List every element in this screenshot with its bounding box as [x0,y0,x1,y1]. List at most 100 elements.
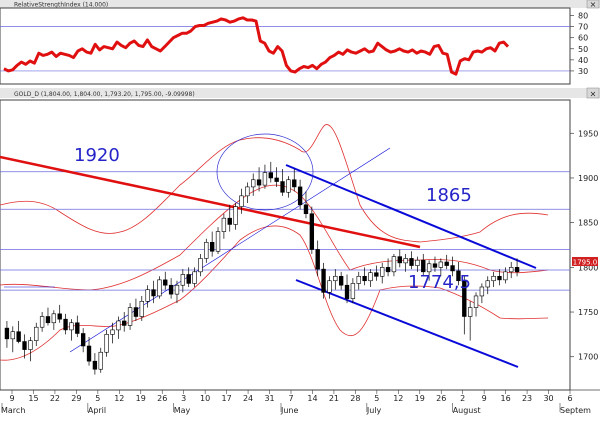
candle-body-45 [268,172,273,179]
rsi-y-tick-label-0: 30 [578,67,588,76]
candle-body-59 [350,283,356,299]
candle-body-17 [104,334,109,353]
x-tick-label-4: 5 [95,394,100,403]
candle-body-1 [10,331,15,340]
candle-body-4 [28,340,33,350]
candle-body-40 [239,195,244,207]
x-month-label-1: April [88,406,106,415]
candle-body-79 [467,307,473,317]
candle-body-77 [456,270,461,282]
candle-body-24 [145,289,150,302]
ascending-trendline [69,147,391,353]
x-tick-label-15: 21 [329,394,339,403]
candle-body-80 [473,295,479,308]
x-tick-label-6: 19 [136,394,146,403]
candle-body-57 [338,275,344,286]
candle-body-69 [409,258,414,266]
candle-body-87 [514,267,520,273]
candle-body-10 [63,318,68,331]
rsi-close-button[interactable] [586,0,600,9]
x-month-label-5: August [453,406,481,415]
candle-body-76 [450,265,455,272]
x-tick-label-12: 31 [264,394,274,403]
x-axis: 9 15 22 29 5 12 19 26 3 10 17 24 31 7 14 21 28 5 12 19 26 2 9 1… [0,389,600,415]
price-y-tick-label-4: 1900 [578,174,598,183]
x-tick-label-23: 16 [501,394,511,403]
candle-body-78 [462,280,467,317]
rsi-title-bar [0,0,600,8]
candle-body-21 [127,307,133,326]
candle-body-62 [368,272,373,282]
price-panel: GOLD_D (1,804.00, 1,804.00, 1,793.20, 1,… [0,87,600,391]
candle-body-2 [16,331,21,342]
candle-body-6 [39,316,45,328]
candle-body-31 [186,274,191,284]
candle-body-16 [98,351,103,370]
candle-body-86 [509,267,514,273]
candle-body-83 [491,275,496,282]
price-panel-title: GOLD_D (1,804.00, 1,804.00, 1,793.20, 1,… [14,91,195,98]
bollinger-upper-band [0,124,549,243]
candle-body-22 [133,307,139,317]
candle-body-39 [233,206,238,225]
candle-body-35 [209,242,215,252]
candle-body-29 [174,284,180,295]
x-tick-label-10: 17 [222,394,232,403]
rsi-plot-frame [0,7,571,85]
candle-body-7 [45,316,51,324]
rsi-y-tick-label-5: 80 [578,12,588,21]
candle-body-64 [380,267,385,277]
annotation-1920: 1920 [74,145,120,166]
candle-body-48 [286,179,291,193]
x-tick-label-8: 3 [181,394,186,403]
annotation-1774-5: 1774,5 [408,272,471,293]
price-y-tick-label-5: 1950 [578,129,598,138]
candle-body-52 [309,213,315,250]
rsi-panel-title: RelativeStrengthIndex (14.000) [14,2,108,9]
x-tick-label-26: 6 [567,394,572,403]
candle-body-47 [280,181,285,193]
horizontal-levels [0,171,570,291]
candle-body-75 [444,261,449,266]
price-close-button[interactable] [586,87,600,99]
bollinger-bands [0,124,549,361]
x-tick-label-16: 28 [350,394,360,403]
rsi-y-tick-label-4: 70 [578,23,588,32]
candle-body-63 [374,272,379,277]
x-tick-label-14: 14 [307,394,317,403]
x-tick-label-24: 23 [522,394,532,403]
candle-body-27 [163,279,168,286]
candle-body-33 [198,258,203,273]
x-month-label-4: July [366,406,382,415]
rsi-line [3,16,510,76]
price-y-tick-label-0: 1700 [578,353,598,362]
candle-body-41 [245,186,250,197]
candle-body-55 [327,280,332,293]
candle-body-56 [333,275,338,282]
candle-body-67 [397,256,402,264]
price-close-icon[interactable]: × [590,90,597,99]
x-tick-label-5: 12 [114,394,124,403]
candle-body-14 [86,345,92,362]
x-month-label-6: Septem [560,406,591,415]
candle-body-38 [227,217,232,225]
candle-body-65 [385,267,391,273]
candle-body-68 [403,258,408,264]
descending-resistance-trendline [0,155,421,249]
candle-body-43 [256,179,262,186]
candle-body-26 [157,279,162,297]
rsi-close-icon[interactable]: × [590,0,597,9]
candle-body-84 [497,275,502,281]
candle-body-34 [204,242,209,259]
candle-body-25 [151,289,156,297]
candle-body-19 [116,320,121,331]
channel-upper-line [285,164,537,269]
rsi-y-tick-label-3: 60 [578,34,588,43]
x-tick-label-22: 9 [482,394,487,403]
rsi-y-tick-label-2: 50 [578,45,588,54]
candle-body-58 [344,284,350,299]
x-month-label-2: May [174,406,191,415]
candle-body-73 [432,263,438,268]
candle-body-44 [262,172,268,186]
